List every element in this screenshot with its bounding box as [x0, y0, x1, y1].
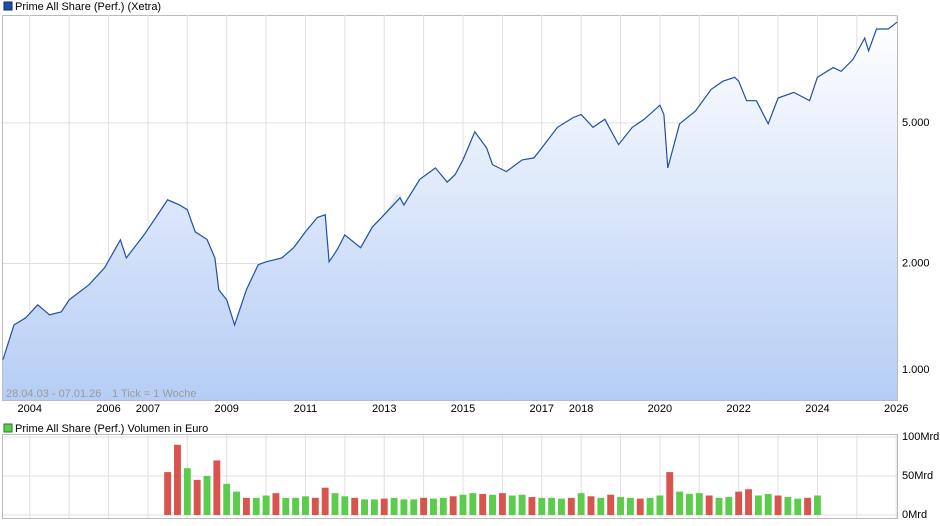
volume-bar — [420, 497, 428, 515]
volume-bar — [361, 499, 368, 515]
volume-bar — [745, 489, 752, 515]
volume-bar — [587, 496, 595, 515]
volume-bar — [804, 497, 812, 515]
volume-bar — [558, 498, 565, 515]
volume-bar — [400, 499, 408, 515]
volume-bar — [794, 498, 802, 515]
x-tick-label: 2009 — [214, 403, 238, 415]
y-tick-label: 100Mrd — [902, 431, 939, 443]
y-tick-label: 0Mrd — [902, 509, 927, 521]
volume-bar — [617, 497, 624, 515]
legend-swatch — [3, 1, 13, 11]
volume-bar — [597, 497, 605, 515]
x-tick-label: 2024 — [805, 403, 829, 415]
x-tick-label: 2015 — [451, 403, 475, 415]
y-tick-label: 2.000 — [902, 257, 930, 269]
volume-bar — [370, 499, 378, 515]
volume-bar — [764, 493, 772, 515]
volume-bar — [489, 494, 496, 515]
volume-bar — [302, 496, 309, 515]
volume-bar — [459, 494, 467, 515]
volume-bar — [715, 497, 723, 515]
volume-bar — [223, 483, 231, 515]
volume-bar — [272, 493, 280, 515]
volume-bar — [498, 493, 506, 515]
volume-bar — [390, 497, 398, 515]
x-tick-label: 2017 — [530, 403, 554, 415]
legend-label: Prime All Share (Perf.) (Xetra) — [15, 1, 161, 13]
x-tick-label: 2011 — [294, 403, 318, 415]
volume-bar — [410, 499, 418, 515]
tick-note: 1 Tick = 1 Woche — [112, 388, 196, 400]
x-tick-label: 2020 — [648, 403, 672, 415]
x-tick-label: 2013 — [372, 403, 396, 415]
x-tick-label: 2022 — [726, 403, 750, 415]
plot-layer: 1.000 2.000 5.000 0Mrd 50Mrd 100Mrd 2004 2006 20… — [2, 15, 939, 521]
legend-swatch — [3, 423, 13, 433]
volume-bar — [341, 496, 349, 515]
volume-bar — [548, 497, 556, 515]
volume-bar — [203, 476, 211, 515]
volume-bar — [646, 497, 654, 515]
line — [2, 21, 898, 360]
volume-bar — [705, 495, 713, 515]
volume-bar — [676, 491, 684, 515]
volume-bar — [213, 460, 221, 515]
volume-bar — [666, 472, 674, 515]
volume-bar — [262, 495, 270, 515]
volume-bar — [174, 444, 181, 515]
x-tick-label: 2007 — [136, 403, 160, 415]
volume-bar — [439, 497, 447, 515]
x-tick-label: 2026 — [884, 403, 908, 415]
volume-bar — [735, 491, 743, 515]
volume-bar — [518, 494, 526, 515]
volume-bar — [695, 493, 703, 515]
volume-bar — [311, 497, 319, 515]
volume-bar — [636, 498, 644, 515]
volume-bar — [282, 497, 290, 515]
x-tick-label: 2006 — [96, 403, 120, 415]
volume-bar — [626, 497, 634, 515]
date-range: 28.04.03 - 07.01.26 — [6, 388, 101, 400]
volume-bar — [774, 495, 782, 515]
volume-bar — [183, 468, 191, 515]
legend-label: Prime All Share (Perf.) Volumen in Euro — [15, 423, 208, 435]
volume-bar — [252, 497, 260, 515]
volume-bar — [242, 497, 250, 515]
volume-bar — [449, 496, 457, 515]
volume-bar — [813, 495, 821, 515]
volume-bar — [577, 493, 585, 515]
volume-bar — [607, 494, 615, 515]
x-tick-label: 2018 — [569, 403, 593, 415]
y-tick-label: 1.000 — [902, 364, 930, 376]
volume-bar — [725, 497, 733, 515]
volume-bar — [193, 479, 201, 515]
volume-bar — [479, 493, 487, 515]
area — [3, 22, 897, 400]
y-tick-label: 50Mrd — [902, 470, 933, 482]
volume-bar — [469, 493, 477, 515]
x-tick-label: 2004 — [18, 403, 42, 415]
volume-bar — [331, 493, 339, 515]
y-tick-label: 5.000 — [902, 117, 930, 129]
volume-bar — [430, 498, 437, 515]
volume-bar — [164, 472, 172, 515]
volume-bar — [656, 495, 664, 515]
volume-bar — [567, 497, 575, 515]
volume-bar — [508, 495, 516, 515]
volume-bar — [351, 497, 359, 515]
volume-bar — [686, 493, 693, 515]
volume-bar — [292, 497, 300, 515]
volume-bar — [754, 495, 762, 515]
volume-bar — [233, 491, 240, 515]
volume-bar — [538, 497, 546, 515]
volume-bar — [380, 498, 388, 515]
volume-bar — [321, 487, 329, 515]
volume-bar — [784, 497, 792, 515]
volume-bar — [528, 497, 536, 515]
